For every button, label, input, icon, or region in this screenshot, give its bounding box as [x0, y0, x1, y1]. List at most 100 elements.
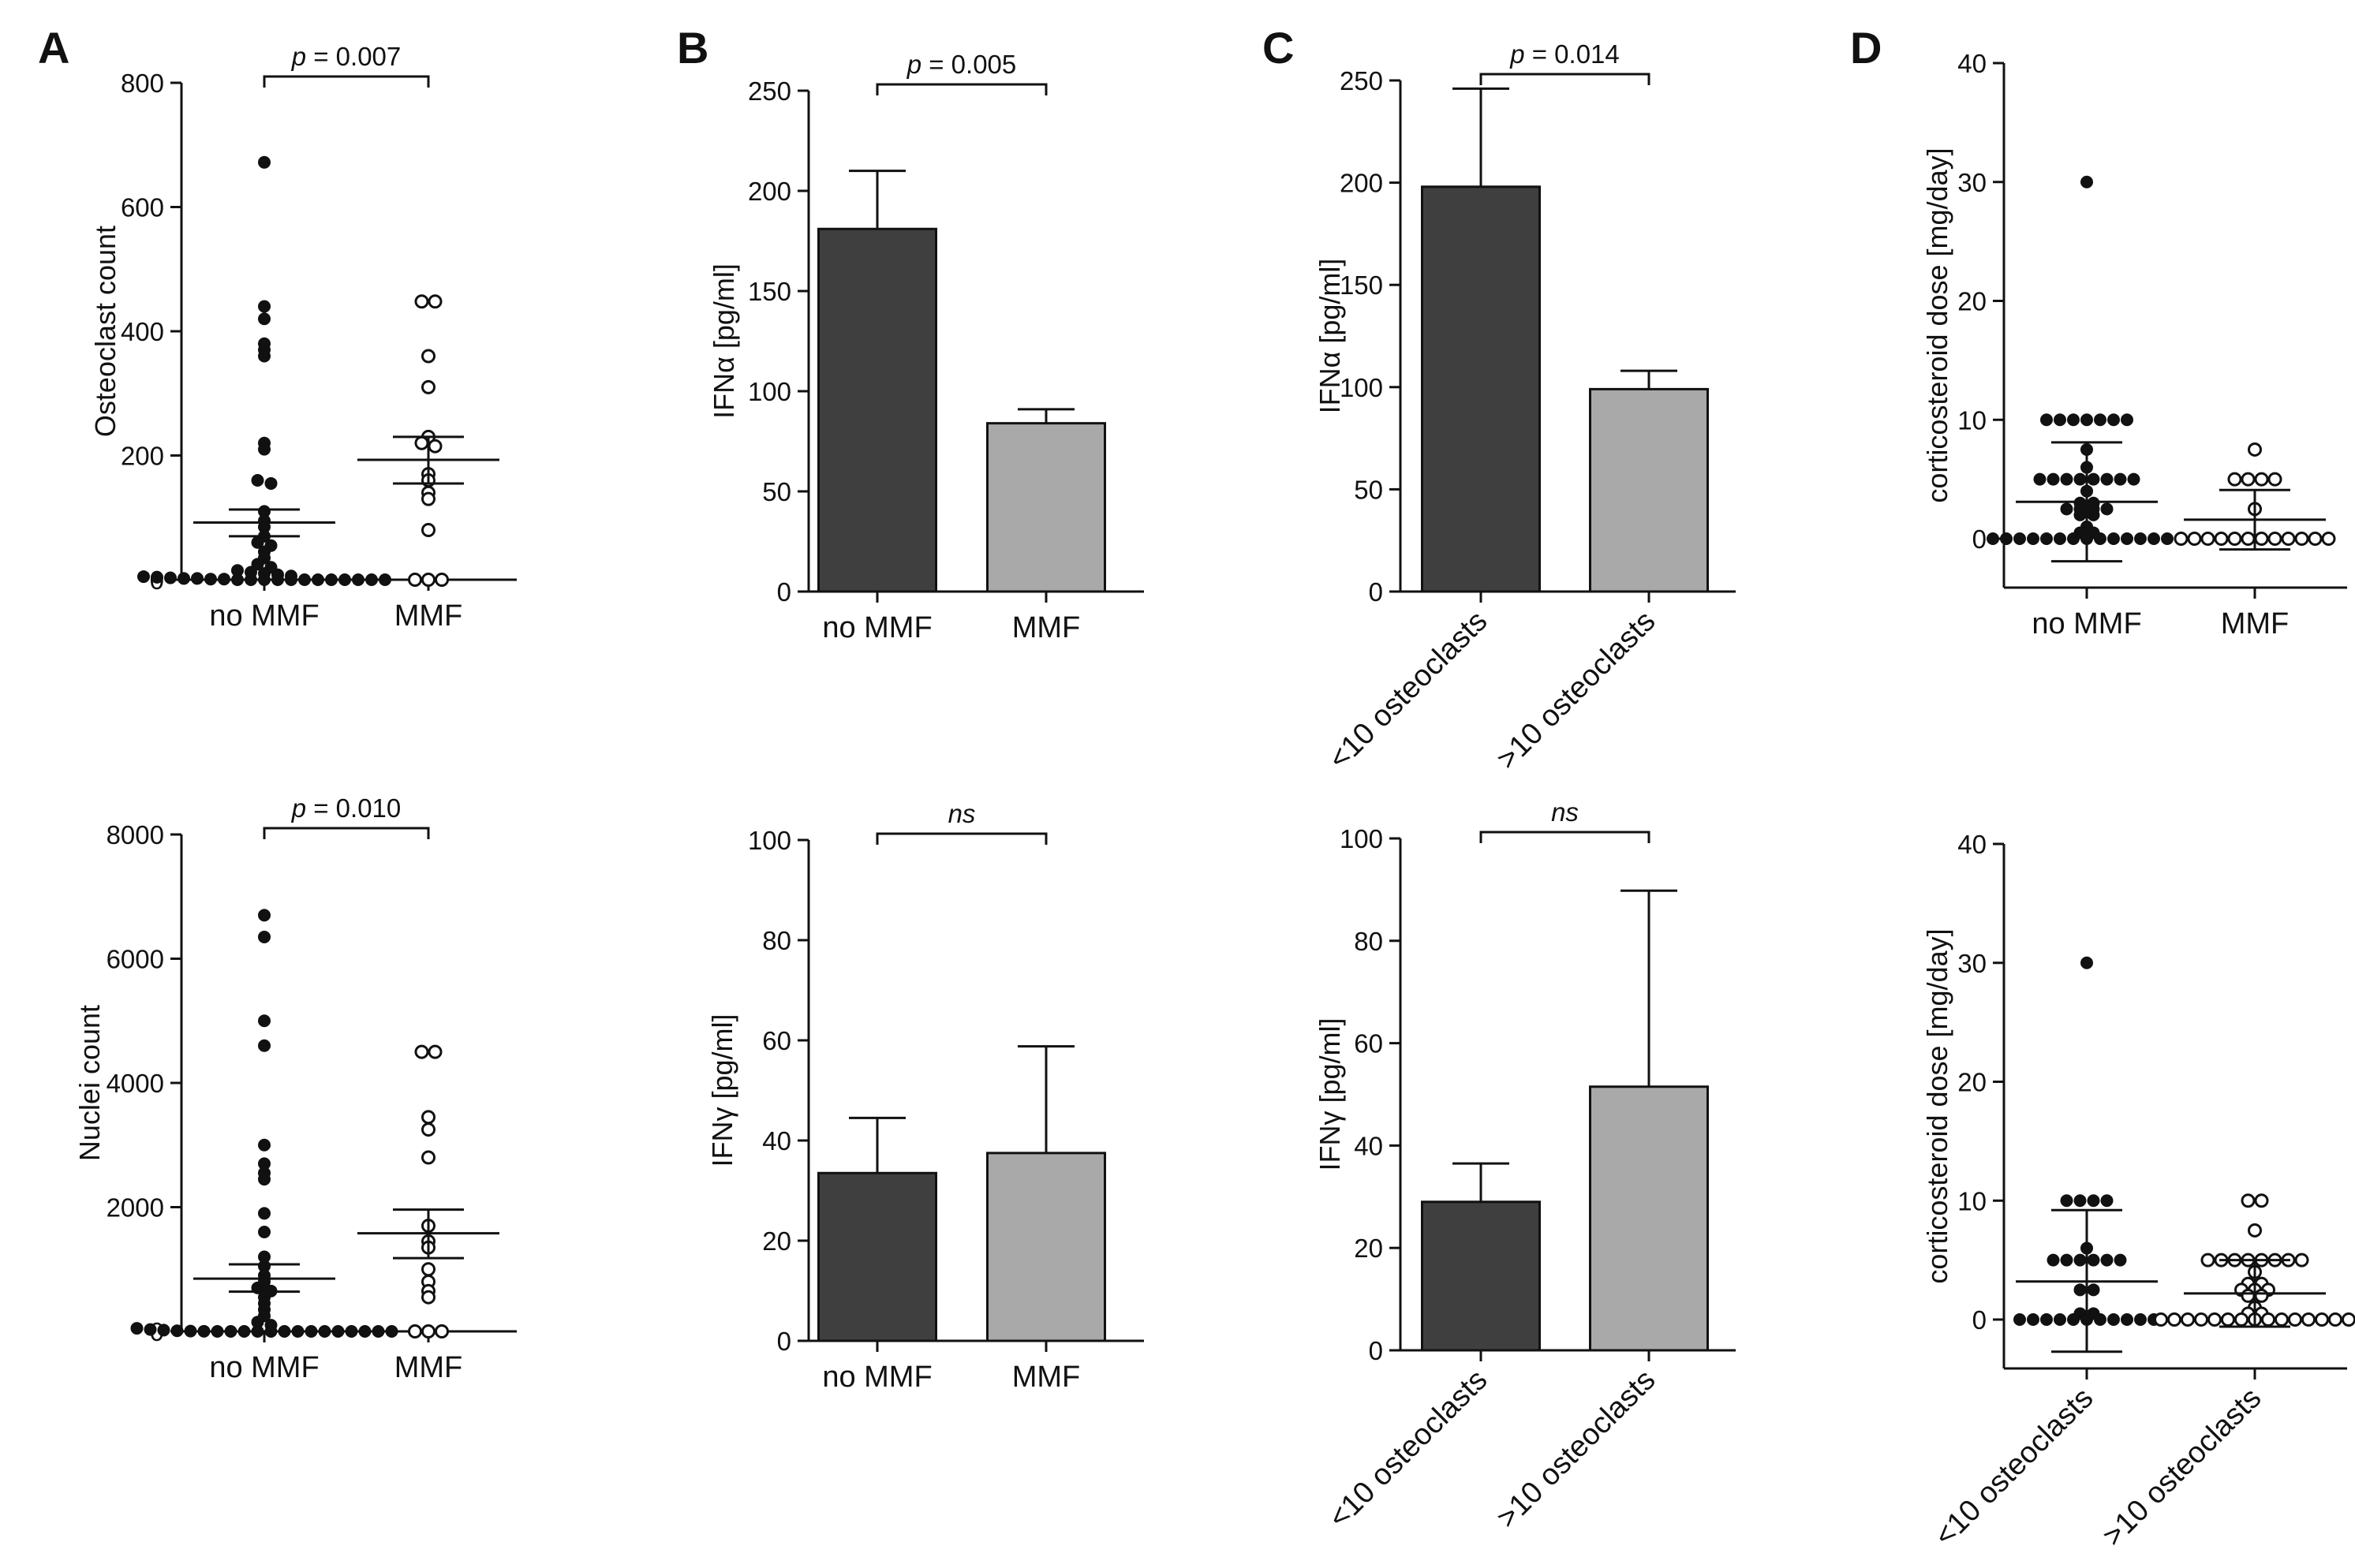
data-point [2040, 532, 2053, 545]
data-point [2114, 1253, 2127, 1267]
p-symbol: p [1509, 39, 1524, 69]
x-category-label: no MMF [822, 611, 932, 644]
data-point [345, 1325, 358, 1338]
significance-bracket [876, 832, 1048, 845]
data-point [2073, 1283, 2087, 1297]
data-point [2254, 532, 2269, 546]
data-point [421, 491, 435, 506]
data-point [2027, 532, 2039, 545]
data-point [2241, 532, 2256, 546]
data-point [428, 439, 443, 454]
data-point [2000, 532, 2013, 545]
data-point [271, 573, 284, 586]
y-axis-title: IFNγ [pg/ml] [1314, 1017, 1346, 1170]
data-point [2094, 1313, 2106, 1326]
significance-bracket [876, 83, 1048, 95]
y-tick-label: 40 [762, 1126, 791, 1155]
data-point [2227, 532, 2242, 546]
y-tick-label: 150 [1340, 271, 1383, 300]
data-point [2073, 508, 2087, 521]
bar [1589, 1085, 1709, 1352]
data-point [2127, 472, 2140, 486]
y-tick-label: 40 [1957, 830, 1987, 859]
significance-bracket [1479, 831, 1650, 843]
y-tick-label: 8000 [107, 820, 164, 849]
y-axis-title: corticosteroid dose [mg/day] [1921, 928, 1953, 1283]
data-point [258, 1039, 271, 1052]
data-point [2275, 1312, 2289, 1327]
data-point [285, 573, 297, 586]
y-tick-label: 600 [121, 193, 164, 222]
data-point [2301, 1312, 2316, 1327]
y-tick-label: 200 [121, 442, 164, 471]
data-point [421, 1150, 435, 1165]
x-category-label: <10 osteoclasts [1322, 1364, 1493, 1535]
data-point [435, 573, 449, 587]
data-point [2107, 532, 2120, 545]
p-symbol: p [906, 50, 921, 79]
data-point [305, 1325, 318, 1338]
y-tick-label: 200 [1340, 169, 1383, 198]
data-point [2073, 472, 2087, 486]
data-point [224, 1325, 237, 1338]
data-point [2107, 1313, 2120, 1326]
data-point [258, 300, 271, 313]
data-point [170, 1324, 184, 1338]
data-point [2194, 1312, 2208, 1327]
data-point [264, 1325, 278, 1338]
data-point [2148, 532, 2160, 545]
data-point [258, 573, 271, 586]
significance-label: p = 0.010 [291, 793, 402, 823]
x-category-label: no MMF [822, 1361, 932, 1394]
data-point [2087, 472, 2100, 486]
x-category-label: >10 osteoclasts [1490, 1364, 1662, 1535]
data-point [414, 435, 429, 450]
data-point [2087, 1283, 2100, 1297]
data-point [358, 1325, 372, 1338]
data-point [2080, 413, 2093, 427]
data-point [331, 1325, 345, 1338]
data-point [408, 573, 422, 587]
y-tick-label: 50 [1354, 475, 1383, 504]
x-category-label: >10 osteoclasts [2096, 1382, 2267, 1553]
data-point [245, 573, 257, 586]
data-point [2207, 1312, 2222, 1327]
data-point [2094, 532, 2106, 545]
data-point [2094, 413, 2106, 427]
y-tick-label: 60 [762, 1026, 791, 1055]
data-point [2154, 1312, 2168, 1327]
bar [817, 227, 937, 593]
significance-label: p = 0.007 [291, 42, 402, 71]
chart-b-top: 0 50 100 150 200 250 IFNα [pg/ml] no MMF MMF p = … [708, 50, 1144, 644]
data-point [211, 1325, 224, 1338]
bar [1589, 387, 1709, 593]
data-point [258, 442, 271, 456]
data-point [2100, 502, 2114, 516]
data-point [2167, 1312, 2181, 1327]
data-point [231, 573, 244, 586]
data-point [421, 523, 435, 537]
data-point [421, 349, 435, 364]
data-point [137, 570, 150, 584]
data-point [151, 570, 163, 584]
p-value: = 0.007 [306, 42, 401, 71]
y-tick-label: 100 [748, 377, 791, 406]
data-point [291, 1325, 305, 1338]
bar [986, 1152, 1106, 1342]
significance-label: p = 0.005 [906, 50, 1017, 79]
data-point [2308, 532, 2323, 546]
data-point [2328, 1312, 2342, 1327]
data-point [2267, 472, 2282, 487]
data-point [2054, 532, 2066, 545]
data-point [2241, 472, 2256, 487]
data-point [2200, 1253, 2215, 1267]
y-tick-label: 0 [1972, 1305, 1987, 1335]
data-point [2254, 472, 2269, 487]
data-point [2087, 1253, 2100, 1267]
panel-letter-a: A [38, 23, 69, 73]
x-category-label: MMF [394, 599, 463, 633]
data-point [2121, 413, 2133, 427]
data-point [2254, 1193, 2269, 1208]
